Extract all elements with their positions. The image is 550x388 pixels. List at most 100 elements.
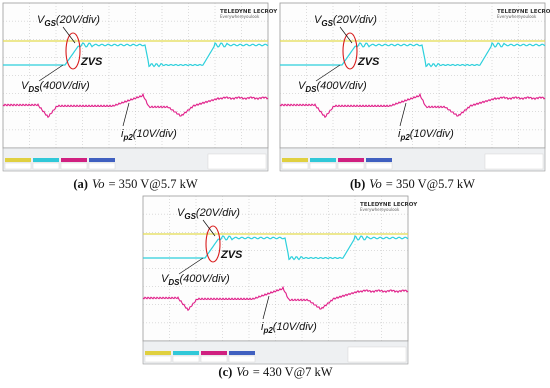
vds-label-symbol: V	[21, 80, 30, 92]
vds-label-sub: DS	[168, 278, 180, 287]
logo: TELEDYNE LECROY	[360, 202, 418, 208]
arrow	[399, 102, 407, 127]
channel-box	[229, 351, 255, 355]
vgs-label-scale: (20V/div)	[196, 207, 240, 219]
caption-var: Vo	[236, 365, 249, 379]
arrow	[202, 219, 216, 237]
channel-box	[201, 351, 227, 355]
vds-label-symbol: V	[161, 273, 170, 285]
zvs-ring	[65, 32, 81, 70]
vds-label: VDS(400V/div)	[161, 273, 230, 287]
trace-vgs	[143, 234, 409, 261]
caption-text: = 350 V@5.7 kW	[108, 177, 197, 191]
vds-label: VDS(400V/div)	[298, 80, 367, 94]
arrow	[262, 295, 270, 320]
caption-var: Vo	[369, 177, 382, 191]
ip2-label: ip2(10V/div)	[398, 128, 454, 142]
ip2-label-symbol: i	[261, 321, 264, 333]
vgs-label-sub: GS	[321, 19, 333, 28]
ip2-label-sub: p2	[122, 133, 133, 142]
caption-letter: (c)	[218, 365, 232, 379]
channel-box	[310, 158, 336, 162]
caption-letter: (b)	[350, 177, 365, 191]
vgs-label: VGS(20V/div)	[314, 14, 377, 28]
channel-info	[281, 162, 309, 170]
channel-box	[5, 158, 31, 162]
timebase-box	[347, 346, 407, 363]
arrow	[38, 64, 64, 82]
channel-info	[309, 162, 337, 170]
scope-panel: TELEDYNE LECROYEverywhereyoulookVGS(20V/…	[2, 2, 278, 191]
timebase-box	[484, 153, 544, 170]
vgs-label-symbol: V	[177, 207, 186, 219]
ip2-label: ip2(10V/div)	[261, 321, 317, 335]
caption: (b) Vo = 350 V@5.7 kW	[350, 177, 475, 191]
caption: (c) Vo = 430 V@7 kW	[218, 365, 332, 379]
channel-info	[4, 162, 32, 170]
vgs-label-scale: (20V/div)	[56, 14, 100, 26]
vgs-label-scale: (20V/div)	[333, 14, 377, 26]
channel-info	[144, 355, 172, 363]
ip2-label-symbol: i	[121, 128, 124, 140]
vds-label-sub: DS	[305, 85, 317, 94]
vds-label-scale: (400V/div)	[39, 80, 89, 92]
ip2-label-sub: p2	[399, 133, 410, 142]
vds-label-scale: (400V/div)	[179, 273, 229, 285]
zvs-label: ZVS	[80, 56, 103, 68]
trace-ip2	[279, 92, 546, 119]
timebase-box	[207, 153, 267, 170]
arrow	[339, 26, 353, 44]
vds-label-scale: (400V/div)	[316, 80, 366, 92]
vgs-label-sub: GS	[44, 19, 56, 28]
ip2-label: ip2(10V/div)	[121, 128, 177, 142]
channel-info	[337, 162, 365, 170]
ip2-label-scale: (10V/div)	[410, 128, 454, 140]
channel-info	[200, 355, 228, 363]
channel-box	[61, 158, 87, 162]
trace-vgs	[280, 41, 546, 68]
channel-info	[88, 162, 116, 170]
channel-box	[366, 158, 392, 162]
caption: (a) Vo = 350 V@5.7 kW	[73, 177, 197, 191]
vds-label-sub: DS	[28, 85, 40, 94]
ip2-label-scale: (10V/div)	[133, 128, 177, 140]
zvs-label: ZVS	[220, 249, 243, 261]
ip2-label-scale: (10V/div)	[273, 321, 317, 333]
logo: TELEDYNE LECROY	[497, 9, 550, 15]
logo-tagline: Everywhereyoulook	[497, 14, 537, 19]
arrow	[122, 102, 130, 127]
logo-tagline: Everywhereyoulook	[360, 207, 400, 212]
vgs-label: VGS(20V/div)	[177, 207, 240, 221]
arrow	[62, 26, 76, 44]
caption-text: = 430 V@7 kW	[253, 365, 333, 379]
arrow	[178, 257, 204, 275]
arrow	[315, 64, 341, 82]
vgs-label-sub: GS	[184, 212, 196, 221]
vds-label-symbol: V	[298, 80, 307, 92]
scope-panel: TELEDYNE LECROYEverywhereyoulookVGS(20V/…	[142, 195, 418, 379]
vgs-label-symbol: V	[37, 14, 46, 26]
channel-box	[145, 351, 171, 355]
channel-info	[365, 162, 393, 170]
zvs-ring	[205, 225, 221, 263]
scope-panel: TELEDYNE LECROYEverywhereyoulookVGS(20V/…	[279, 2, 550, 191]
logo-tagline: Everywhereyoulook	[220, 14, 260, 19]
channel-box	[89, 158, 115, 162]
channel-info	[32, 162, 60, 170]
channel-box	[338, 158, 364, 162]
caption-var: Vo	[92, 177, 105, 191]
logo: TELEDYNE LECROY	[220, 9, 278, 15]
ip2-label-symbol: i	[398, 128, 401, 140]
channel-info	[60, 162, 88, 170]
channel-info	[172, 355, 200, 363]
vds-label: VDS(400V/div)	[21, 80, 90, 94]
channel-box	[282, 158, 308, 162]
channel-box	[173, 351, 199, 355]
ip2-label-sub: p2	[262, 326, 273, 335]
trace-ip2	[142, 285, 409, 312]
caption-letter: (a)	[73, 177, 88, 191]
channel-info	[228, 355, 256, 363]
trace-ip2	[2, 92, 269, 119]
zvs-ring	[342, 32, 358, 70]
